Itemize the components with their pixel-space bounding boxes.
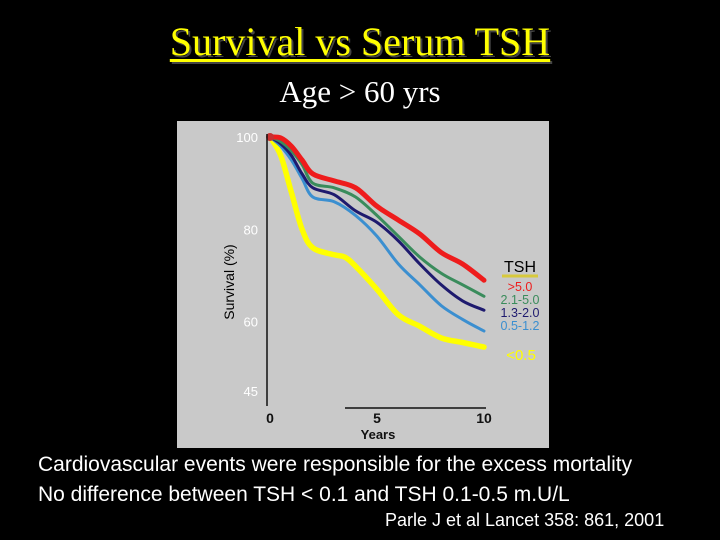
- y-tick-label: 100: [236, 130, 258, 145]
- note-no-difference: No difference between TSH < 0.1 and TSH …: [38, 483, 570, 506]
- series-line-1: [268, 135, 486, 298]
- series-line-4: [267, 134, 487, 350]
- start-point-marker: [266, 133, 274, 141]
- y-tick-label: 80: [244, 222, 258, 237]
- series-line-0: [267, 134, 487, 283]
- slide-title: Survival vs Serum TSH: [169, 19, 551, 64]
- x-tick-label: 10: [476, 410, 492, 426]
- legend-entry-3: 0.5-1.2: [501, 319, 540, 333]
- plot-panel: [177, 121, 549, 448]
- y-tick-label: 45: [244, 384, 258, 399]
- legend: TSH >5.02.1-5.01.3-2.00.5-1.2 <0.5: [501, 259, 540, 364]
- x-tick-label: 0: [266, 410, 274, 426]
- slide-subtitle: Age > 60 yrs: [279, 74, 441, 109]
- reference-citation: Parle J et al Lancet 358: 861, 2001: [385, 510, 665, 530]
- note-cardiovascular: Cardiovascular events were responsible f…: [38, 453, 633, 476]
- y-axis-label: Survival (%): [221, 244, 237, 319]
- legend-entry-1: 2.1-5.0: [501, 293, 540, 307]
- x-axis-label: Years: [361, 427, 396, 442]
- series-line-3: [268, 135, 486, 333]
- legend-entry-4: <0.5: [506, 347, 536, 364]
- x-tick-label: 5: [373, 410, 381, 426]
- legend-entry-0: >5.0: [508, 280, 533, 294]
- legend-title: TSH: [504, 259, 536, 276]
- series-line-2: [268, 135, 486, 312]
- legend-entry-2: 1.3-2.0: [501, 306, 540, 320]
- y-tick-label: 60: [244, 315, 258, 330]
